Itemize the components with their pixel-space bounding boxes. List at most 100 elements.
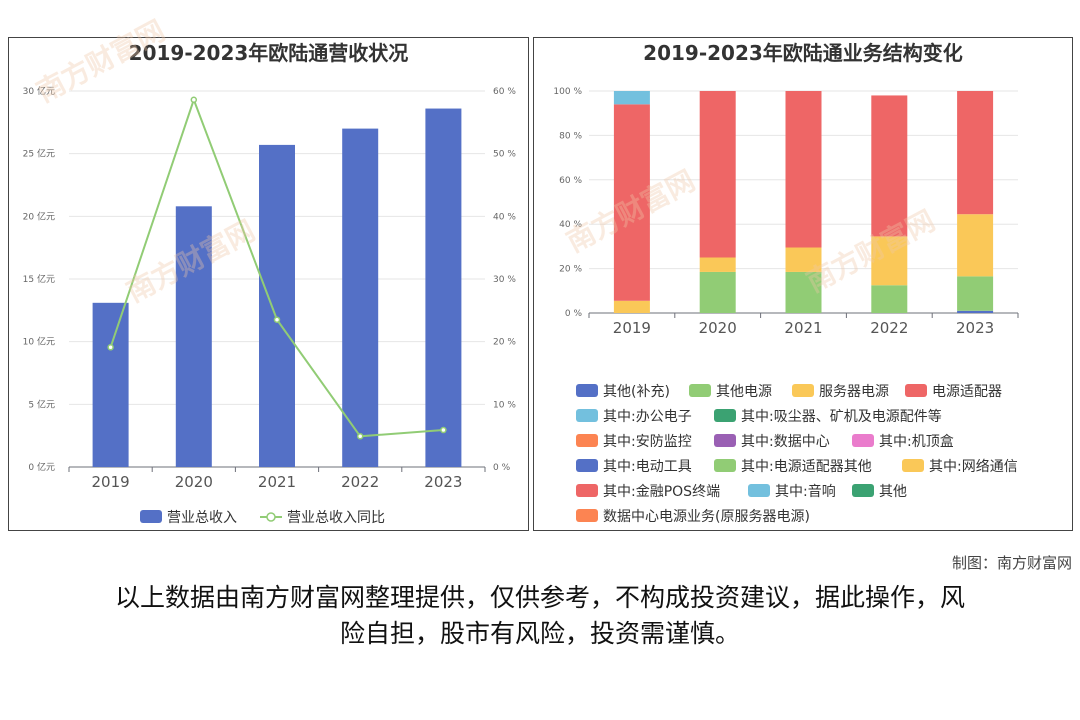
legend-swatch bbox=[852, 484, 874, 497]
legend-label: 其他(补充) bbox=[603, 384, 670, 400]
stacked-bar-segment bbox=[785, 271, 822, 313]
y-right-tick-label: 50 % bbox=[493, 150, 516, 160]
y-right-tick-label: 30 % bbox=[493, 275, 516, 285]
stacked-bar-segment bbox=[613, 104, 650, 301]
legend-swatch bbox=[576, 384, 598, 397]
legend-swatch bbox=[792, 384, 814, 397]
legend-swatch bbox=[902, 459, 924, 472]
revenue-bar bbox=[259, 144, 295, 467]
x-tick-label: 2023 bbox=[424, 473, 462, 491]
legend-swatch bbox=[852, 434, 874, 447]
x-tick-label: 2022 bbox=[341, 473, 379, 491]
legend-swatch bbox=[576, 434, 598, 447]
x-tick-label: 2021 bbox=[784, 319, 822, 337]
legend-swatch bbox=[905, 384, 927, 397]
y-tick-label: 80 % bbox=[559, 131, 582, 141]
y-left-tick-label: 5 亿元 bbox=[28, 398, 55, 410]
stacked-bar-segment bbox=[957, 91, 994, 215]
stacked-bar-segment bbox=[871, 236, 908, 286]
revenue-bar bbox=[342, 128, 379, 467]
growth-point bbox=[356, 433, 364, 440]
y-right-tick-label: 40 % bbox=[493, 212, 516, 222]
y-tick-label: 100 % bbox=[553, 87, 582, 97]
legend-swatch bbox=[576, 409, 598, 422]
y-left-tick-label: 30 亿元 bbox=[23, 85, 55, 97]
legend-swatch bbox=[576, 484, 598, 497]
y-left-tick-label: 15 亿元 bbox=[23, 273, 55, 285]
disclaimer-line-2: 险自担，股市有风险，投资需谨慎。 bbox=[339, 619, 740, 648]
legend-swatch bbox=[714, 434, 736, 447]
stacked-bar-segment bbox=[957, 310, 994, 313]
y-tick-label: 60 % bbox=[559, 176, 582, 186]
stacked-bar-segment bbox=[871, 285, 908, 313]
x-tick-label: 2021 bbox=[258, 473, 296, 491]
stacked-bar-segment bbox=[699, 91, 736, 258]
legend-label: 其他电源 bbox=[716, 384, 772, 400]
revenue-bar bbox=[425, 108, 462, 468]
disclaimer: 以上数据由南方财富网整理提供，仅供参考，不构成投资建议，据此操作，风 险自担，股… bbox=[0, 580, 1080, 652]
revenue-bar bbox=[92, 302, 129, 467]
stacked-bar-segment bbox=[957, 276, 994, 311]
revenue-chart-panel: 2019-2023年欧陆通营收状况 0 亿元 5 亿元 10 亿元 15 亿元 20 亿… bbox=[8, 37, 529, 531]
growth-point bbox=[273, 316, 281, 323]
legend-label: 其中:数据中心 bbox=[741, 434, 830, 450]
stacked-bar-segment bbox=[699, 257, 736, 272]
y-left-tick-label: 10 亿元 bbox=[23, 336, 55, 348]
legend-swatch-revenue bbox=[140, 510, 162, 523]
growth-point bbox=[190, 96, 198, 104]
legend-swatch bbox=[576, 509, 598, 522]
x-tick-label: 2022 bbox=[870, 319, 908, 337]
revenue-chart-title: 2019-2023年欧陆通营收状况 bbox=[128, 41, 409, 65]
legend-marker-growth bbox=[266, 512, 276, 522]
growth-point bbox=[440, 426, 447, 434]
legend-swatch bbox=[748, 484, 770, 497]
legend-label: 服务器电源 bbox=[819, 384, 889, 400]
x-tick-label: 2020 bbox=[699, 319, 737, 337]
disclaimer-line-1: 以上数据由南方财富网整理提供，仅供参考，不构成投资建议，据此操作，风 bbox=[114, 583, 965, 612]
legend-label: 其中:网络通信 bbox=[929, 459, 1018, 475]
chart-credit: 制图：南方财富网 bbox=[951, 554, 1072, 572]
revenue-chart-svg: 0 亿元 5 亿元 10 亿元 15 亿元 20 亿元 25 亿元 30 亿元 0 % 10 %… bbox=[23, 85, 517, 526]
y-right-tick-label: 20 % bbox=[493, 338, 516, 348]
legend-label: 其中:机顶盒 bbox=[879, 433, 954, 450]
revenue-bar bbox=[175, 206, 212, 467]
y-right-tick-label: 10 % bbox=[493, 400, 516, 410]
y-left-tick-label: 25 亿元 bbox=[23, 148, 55, 160]
y-left-tick-label: 0 亿元 bbox=[28, 461, 55, 473]
legend-swatch bbox=[714, 459, 736, 472]
legend-label: 其中:金融POS终端 bbox=[603, 484, 720, 500]
stacked-bar-segment bbox=[699, 271, 736, 313]
stacked-bar-segment bbox=[613, 91, 650, 105]
legend-swatch bbox=[714, 409, 736, 422]
y-left-tick-label: 20 亿元 bbox=[23, 210, 55, 222]
y-right-tick-label: 0 % bbox=[493, 463, 511, 473]
stacked-bar-segment bbox=[871, 95, 908, 237]
legend-swatch bbox=[689, 384, 711, 397]
legend-label: 其中:安防监控 bbox=[603, 434, 692, 450]
x-tick-label: 2019 bbox=[92, 473, 130, 491]
legend-label: 其中:电动工具 bbox=[603, 459, 692, 475]
y-right-tick-label: 60 % bbox=[493, 87, 516, 97]
growth-point bbox=[107, 344, 114, 351]
legend-swatch bbox=[576, 459, 598, 472]
stacked-bar-segment bbox=[957, 214, 994, 277]
structure-chart-panel: 2019-2023年欧陆通业务结构变化 0 % 20 % 40 % 60 % 80 % 1… bbox=[533, 37, 1073, 531]
legend-label: 其中:音响 bbox=[775, 483, 836, 500]
legend-label: 其中:办公电子 bbox=[603, 409, 692, 425]
legend-label: 数据中心电源业务(原服务器电源) bbox=[603, 509, 810, 525]
x-tick-label: 2019 bbox=[613, 319, 651, 337]
legend-label: 电源适配器 bbox=[932, 384, 1002, 400]
legend-label-growth: 营业总收入同比 bbox=[287, 510, 385, 526]
structure-chart-svg: 0 % 20 % 40 % 60 % 80 % 100 % 2019 2020 2021 2022… bbox=[553, 87, 1019, 525]
y-tick-label: 20 % bbox=[559, 265, 582, 275]
legend-label: 其他 bbox=[879, 484, 907, 500]
y-tick-label: 40 % bbox=[559, 220, 582, 230]
structure-chart-title: 2019-2023年欧陆通业务结构变化 bbox=[643, 41, 963, 65]
y-tick-label: 0 % bbox=[565, 309, 583, 319]
legend-label: 其中:吸尘器、矿机及电源配件等 bbox=[741, 408, 942, 425]
stacked-bar-segment bbox=[785, 91, 822, 248]
legend-label-revenue: 营业总收入 bbox=[167, 510, 237, 526]
x-tick-label: 2023 bbox=[956, 319, 994, 337]
legend-label: 其中:电源适配器其他 bbox=[741, 459, 872, 475]
stacked-bar-segment bbox=[613, 300, 650, 313]
